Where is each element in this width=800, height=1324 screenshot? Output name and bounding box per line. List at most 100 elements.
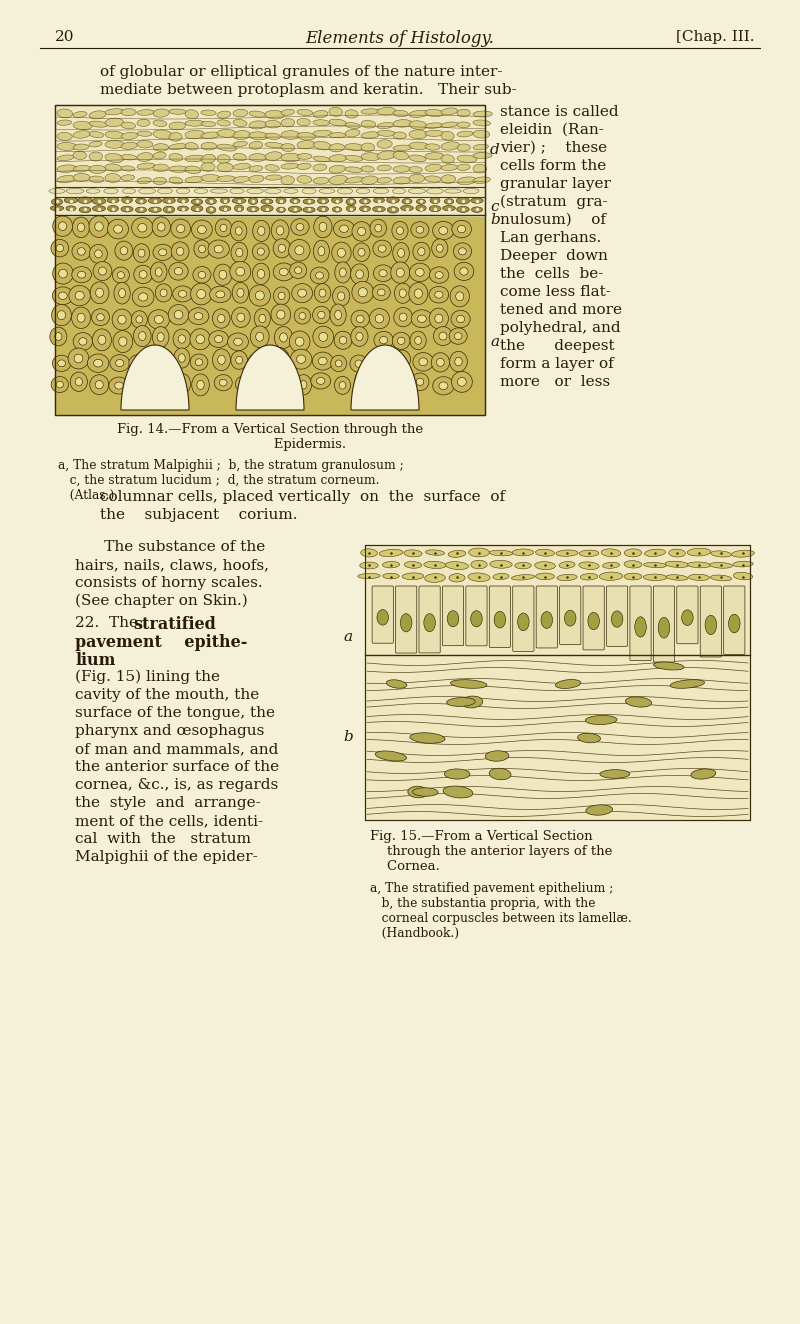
Ellipse shape: [351, 310, 370, 328]
Ellipse shape: [732, 551, 754, 557]
Ellipse shape: [201, 175, 221, 181]
Ellipse shape: [265, 164, 279, 171]
Ellipse shape: [386, 679, 407, 688]
Ellipse shape: [214, 375, 232, 391]
Ellipse shape: [624, 549, 642, 557]
Ellipse shape: [94, 222, 103, 232]
Text: Malpighii of the epider-: Malpighii of the epider-: [75, 850, 258, 865]
Text: d: d: [490, 143, 500, 158]
Ellipse shape: [310, 267, 329, 283]
Ellipse shape: [73, 122, 93, 130]
Ellipse shape: [409, 175, 425, 183]
Text: consists of horny scales.: consists of horny scales.: [75, 576, 262, 591]
Ellipse shape: [173, 286, 193, 302]
Ellipse shape: [249, 132, 268, 140]
Ellipse shape: [319, 188, 335, 193]
Ellipse shape: [462, 696, 482, 708]
Ellipse shape: [329, 175, 348, 184]
Ellipse shape: [370, 220, 386, 237]
Ellipse shape: [248, 197, 258, 204]
Ellipse shape: [579, 549, 599, 556]
Ellipse shape: [689, 575, 710, 580]
Ellipse shape: [345, 143, 364, 151]
Ellipse shape: [345, 130, 360, 136]
Ellipse shape: [256, 332, 264, 342]
Ellipse shape: [134, 244, 150, 262]
Ellipse shape: [131, 311, 147, 328]
Ellipse shape: [169, 143, 186, 150]
Text: the anterior surface of the: the anterior surface of the: [75, 760, 279, 775]
FancyBboxPatch shape: [724, 587, 745, 654]
FancyBboxPatch shape: [583, 587, 604, 650]
Ellipse shape: [377, 177, 391, 183]
Text: [Chap. III.: [Chap. III.: [677, 30, 755, 44]
Ellipse shape: [265, 110, 285, 119]
Ellipse shape: [58, 269, 67, 278]
Ellipse shape: [377, 123, 394, 128]
Ellipse shape: [415, 269, 424, 277]
Ellipse shape: [297, 140, 315, 148]
Ellipse shape: [355, 360, 362, 367]
Ellipse shape: [194, 188, 208, 193]
Ellipse shape: [174, 310, 183, 319]
Ellipse shape: [394, 307, 413, 327]
Ellipse shape: [163, 207, 174, 213]
Ellipse shape: [93, 205, 106, 212]
Ellipse shape: [454, 357, 462, 365]
Ellipse shape: [334, 262, 351, 283]
Ellipse shape: [98, 267, 106, 275]
Ellipse shape: [236, 248, 243, 257]
Ellipse shape: [176, 248, 184, 256]
Ellipse shape: [121, 132, 138, 139]
Ellipse shape: [409, 110, 428, 118]
Ellipse shape: [138, 377, 146, 385]
Ellipse shape: [397, 226, 403, 234]
Ellipse shape: [312, 352, 333, 371]
Text: nulosum)    of: nulosum) of: [500, 213, 606, 226]
Text: Fig. 14.—From a Vertical Section through the
                   Epidermis.: Fig. 14.—From a Vertical Section through…: [117, 422, 423, 451]
Ellipse shape: [578, 733, 601, 743]
Ellipse shape: [457, 144, 470, 151]
Ellipse shape: [137, 119, 150, 126]
Ellipse shape: [493, 573, 509, 580]
Ellipse shape: [118, 289, 126, 298]
Ellipse shape: [416, 226, 424, 233]
Ellipse shape: [425, 152, 444, 159]
Ellipse shape: [425, 176, 442, 183]
Ellipse shape: [377, 140, 392, 148]
Ellipse shape: [219, 379, 227, 387]
Text: 20: 20: [55, 30, 74, 44]
Ellipse shape: [173, 373, 190, 395]
Ellipse shape: [469, 548, 490, 557]
Ellipse shape: [297, 154, 312, 159]
Ellipse shape: [356, 270, 363, 278]
Text: a: a: [343, 630, 352, 643]
Ellipse shape: [153, 130, 173, 139]
Ellipse shape: [417, 199, 426, 204]
Ellipse shape: [198, 225, 206, 233]
Ellipse shape: [294, 307, 310, 324]
Ellipse shape: [295, 246, 304, 254]
Ellipse shape: [411, 221, 429, 238]
Ellipse shape: [153, 177, 166, 184]
Ellipse shape: [54, 332, 62, 340]
Ellipse shape: [89, 166, 106, 173]
Ellipse shape: [450, 679, 487, 688]
Ellipse shape: [233, 163, 250, 169]
Ellipse shape: [345, 167, 362, 172]
Ellipse shape: [51, 199, 62, 205]
Ellipse shape: [611, 610, 623, 628]
Ellipse shape: [169, 262, 188, 281]
Ellipse shape: [433, 377, 454, 395]
Text: pharynx and œsophagus: pharynx and œsophagus: [75, 724, 264, 737]
Ellipse shape: [278, 244, 286, 253]
Ellipse shape: [356, 188, 370, 193]
Ellipse shape: [49, 188, 65, 193]
Ellipse shape: [313, 326, 334, 348]
Ellipse shape: [278, 293, 285, 299]
Ellipse shape: [329, 144, 345, 152]
Ellipse shape: [314, 216, 332, 238]
Ellipse shape: [105, 109, 124, 115]
Ellipse shape: [195, 359, 202, 365]
Ellipse shape: [446, 698, 475, 707]
